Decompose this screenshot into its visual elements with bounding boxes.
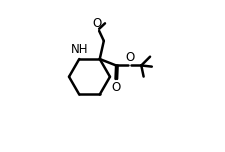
Text: O: O [92, 17, 101, 30]
Text: O: O [124, 51, 134, 64]
Text: O: O [111, 81, 120, 95]
Text: NH: NH [70, 43, 88, 56]
